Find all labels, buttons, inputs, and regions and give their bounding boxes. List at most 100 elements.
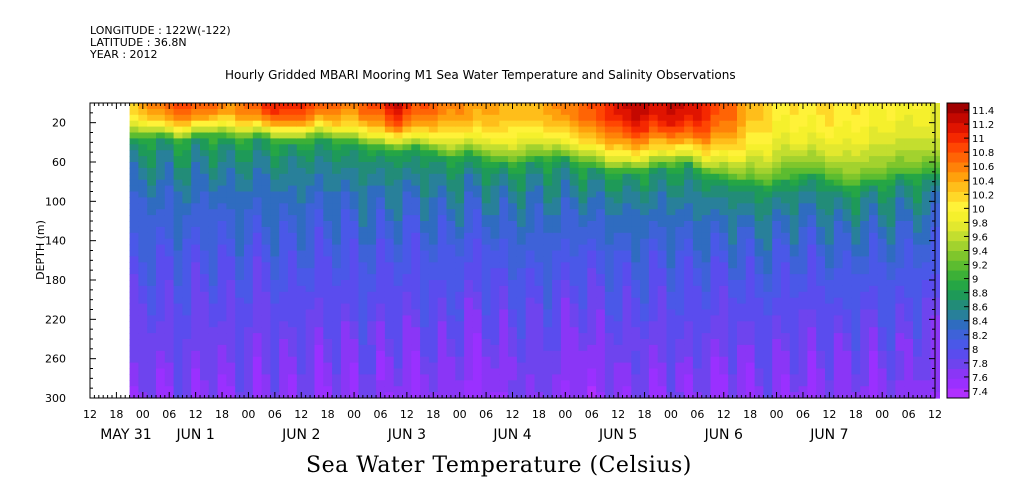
heatmap-cell: [869, 191, 879, 198]
heatmap-cell: [631, 256, 641, 263]
heatmap-cell: [578, 327, 588, 334]
heatmap-cell: [182, 108, 192, 116]
heatmap-cell: [367, 226, 377, 234]
heatmap-cell: [552, 368, 562, 375]
heatmap-cell: [393, 368, 404, 375]
heatmap-cell: [825, 167, 835, 175]
heatmap-cell: [402, 339, 412, 346]
heatmap-cell: [869, 356, 879, 364]
heatmap-cell: [904, 203, 914, 210]
heatmap-cell: [525, 215, 536, 222]
heatmap-cell: [719, 303, 729, 311]
heatmap-cell: [816, 173, 826, 181]
heatmap-cell: [288, 203, 298, 210]
heatmap-cell: [737, 126, 747, 134]
heatmap-cell: [851, 327, 861, 334]
heatmap-cell: [217, 173, 227, 181]
heatmap-cell: [349, 297, 360, 305]
heatmap-cell: [270, 215, 280, 222]
heatmap-cell: [367, 339, 377, 346]
heatmap-cell: [156, 297, 166, 305]
heatmap-cell: [200, 333, 210, 340]
heatmap-cell: [877, 280, 888, 287]
heatmap-cell: [314, 339, 324, 346]
heatmap-cell: [913, 156, 923, 163]
heatmap-cell: [384, 339, 395, 346]
heatmap-cell: [191, 203, 201, 210]
heatmap-cell: [428, 185, 439, 193]
heatmap-cell: [472, 297, 483, 305]
heatmap-cell: [833, 221, 844, 228]
heatmap-cell: [296, 191, 307, 198]
heatmap-cell: [208, 356, 219, 364]
heatmap-cell: [781, 362, 791, 370]
heatmap-cell: [472, 303, 483, 311]
heatmap-cell: [376, 209, 386, 216]
heatmap-cell: [200, 274, 210, 281]
heatmap-cell: [842, 203, 852, 210]
heatmap-cell: [560, 368, 571, 375]
heatmap-cell: [499, 368, 509, 375]
heatmap-cell: [305, 350, 316, 358]
heatmap-cell: [798, 120, 808, 128]
heatmap-cell: [904, 374, 914, 381]
heatmap-cell: [525, 262, 536, 269]
heatmap-cell: [596, 333, 606, 340]
heatmap-cell: [596, 380, 606, 387]
heatmap-cell: [745, 156, 756, 163]
heatmap-cell: [640, 209, 650, 216]
heatmap-cell: [569, 197, 580, 204]
heatmap-cell: [534, 309, 544, 316]
heatmap-cell: [913, 274, 923, 281]
heatmap-cell: [411, 108, 421, 116]
heatmap-cell: [860, 368, 870, 375]
heatmap-cell: [710, 103, 720, 110]
heatmap-cell: [895, 138, 905, 145]
heatmap-cell: [481, 108, 492, 116]
heatmap-cell: [904, 156, 914, 163]
heatmap-cell: [560, 333, 571, 340]
heatmap-cell: [516, 380, 527, 387]
heatmap-cell: [657, 321, 668, 328]
heatmap-cell: [833, 285, 844, 293]
heatmap-cell: [869, 185, 879, 193]
heatmap-cell: [288, 215, 298, 222]
heatmap-cell: [569, 120, 580, 128]
heatmap-cell: [323, 303, 333, 311]
heatmap-cell: [411, 374, 421, 381]
heatmap-cell: [420, 386, 430, 393]
heatmap-cell: [270, 221, 280, 228]
heatmap-cell: [745, 350, 756, 358]
heatmap-cell: [569, 350, 580, 358]
heatmap-cell: [472, 238, 483, 246]
heatmap-cell: [534, 315, 544, 322]
heatmap-cell: [604, 226, 615, 234]
heatmap-cell: [560, 244, 571, 252]
heatmap-cell: [376, 386, 386, 393]
heatmap-cell: [895, 309, 905, 316]
heatmap-cell: [173, 197, 183, 204]
heatmap-cell: [816, 144, 826, 151]
heatmap-cell: [684, 215, 694, 222]
heatmap-cell: [516, 156, 527, 163]
heatmap-cell: [508, 138, 518, 145]
heatmap-cell: [270, 173, 280, 181]
heatmap-cell: [411, 162, 421, 169]
heatmap-cell: [508, 132, 518, 139]
heatmap-cell: [719, 327, 729, 334]
heatmap-cell: [173, 150, 183, 157]
heatmap-cell: [728, 350, 738, 358]
heatmap-cell: [692, 108, 703, 116]
heatmap-cell: [288, 132, 298, 139]
heatmap-cell: [464, 268, 474, 275]
heatmap-cell: [490, 268, 500, 275]
heatmap-cell: [261, 280, 271, 287]
heatmap-cell: [332, 280, 342, 287]
heatmap-cell: [173, 156, 183, 163]
heatmap-cell: [877, 274, 888, 281]
heatmap-cell: [464, 232, 474, 240]
heatmap-cell: [745, 150, 756, 157]
heatmap-cell: [437, 309, 448, 316]
heatmap-cell: [226, 285, 236, 293]
heatmap-cell: [156, 268, 166, 275]
